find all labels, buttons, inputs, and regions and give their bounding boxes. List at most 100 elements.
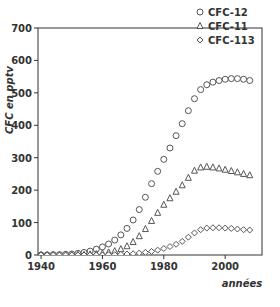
data-point [130,239,136,245]
data-point [247,227,253,233]
data-point [216,225,222,231]
data-point [38,252,44,255]
data-point [50,252,56,256]
data-point [241,227,247,233]
y-tick-label: 600 [11,55,32,66]
data-point [179,121,185,127]
x-tick [163,255,164,259]
data-point [44,252,50,256]
data-point [155,247,161,253]
data-point [191,96,197,102]
data-point [149,248,155,254]
data-point [56,252,62,256]
data-point [222,225,228,231]
data-point [38,252,44,255]
plot-frame [38,28,262,255]
x-tick [41,255,42,259]
data-point [185,234,191,240]
data-point [167,195,173,201]
data-point [69,251,75,255]
data-point [75,252,81,255]
y-tick-label: 700 [11,23,32,34]
data-point [234,226,240,232]
data-point [241,76,247,82]
data-point [234,169,240,175]
data-point [112,237,118,243]
data-point [118,251,124,255]
data-point [130,251,136,255]
y-tick-label: 200 [11,185,32,196]
data-point [228,225,234,231]
data-point [112,252,118,255]
y-tick [34,60,38,61]
data-point [136,250,142,255]
x-tick-label: 2000 [211,261,239,272]
series [38,76,253,255]
data-point [93,252,99,255]
data-point [124,251,130,255]
x-axis-label: années [222,278,263,289]
data-point [81,251,87,255]
y-tick-label: 0 [25,250,32,261]
data-point [198,227,204,233]
data-point [124,243,130,249]
x-tick-label: 1960 [89,261,117,272]
data-point [44,252,50,255]
data-point [228,76,234,82]
data-point [75,251,81,255]
y-tick-label: 300 [11,153,32,164]
data-point [204,225,210,231]
series [38,225,253,255]
data-point [56,252,62,255]
legend: CFC-12 CFC-11 CFC-113 [197,7,255,46]
data-point [63,251,69,255]
data-point [173,133,179,139]
data-point [247,78,253,84]
data-point [99,252,105,255]
y-tick [34,190,38,191]
x-tick [225,255,226,259]
legend-marker [197,23,203,29]
legend-label: CFC-113 [208,35,255,46]
data-point [204,82,210,88]
data-point [228,168,234,174]
data-point [81,252,87,255]
legend-marker [197,9,203,15]
x-tick-label: 1940 [27,261,55,272]
x-tick [102,255,103,259]
legend-label: CFC-11 [208,21,248,32]
y-tick [34,157,38,158]
data-point [161,156,167,162]
data-point [216,165,222,171]
chart: 01002003004005006007001940196019802000CF… [0,0,280,307]
data-point [167,244,173,250]
data-point [118,232,124,238]
series [38,163,253,255]
y-tick [34,255,38,256]
plot-area [38,76,253,255]
x-tick-label: 1980 [150,261,178,272]
legend-label: CFC-12 [208,7,248,18]
data-point [161,201,167,207]
data-point [191,230,197,236]
data-point [124,225,130,231]
data-point [179,182,185,188]
data-point [50,252,56,255]
data-point [185,108,191,114]
data-point [142,226,148,232]
y-tick [34,125,38,126]
data-point [222,76,228,82]
data-point [69,252,75,255]
y-axis-label: CFC en pptv [4,66,15,134]
data-point [149,217,155,223]
data-point [161,246,167,252]
data-point [247,172,253,178]
y-tick [34,222,38,223]
data-point [216,78,222,84]
legend-marker [197,37,203,43]
data-point [179,238,185,244]
data-point [204,163,210,169]
data-point [142,194,148,200]
y-tick [34,92,38,93]
data-point [69,252,75,256]
